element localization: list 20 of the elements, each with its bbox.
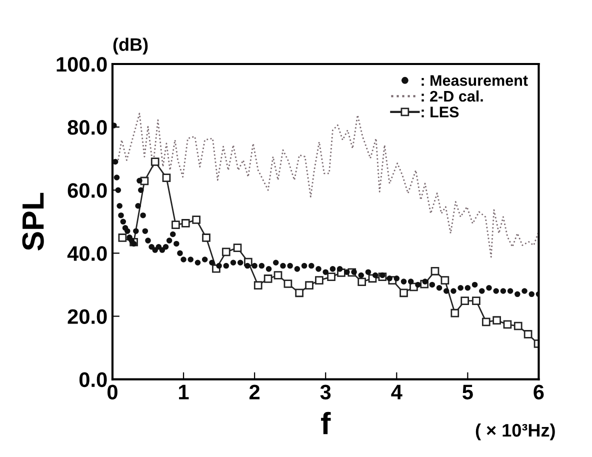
y-tick-label: 0.0: [79, 372, 107, 388]
x-axis-title: f: [321, 412, 331, 434]
legend-label: : LES: [422, 106, 459, 118]
y-tick-label: 80.0: [68, 120, 107, 135]
x-tick-label: 0: [108, 384, 118, 400]
y-tick-label: 60.0: [68, 183, 107, 198]
x-tick-label: 3: [320, 384, 331, 400]
y-tick-label: 20.0: [68, 309, 107, 324]
y-tick-label: 40.0: [67, 246, 107, 261]
text: ( × 10³Hz): [476, 423, 555, 440]
y-tick-label: 100.0: [56, 56, 107, 72]
legend-label: : 2-D cal.: [422, 90, 483, 102]
x-tick-label: 4: [391, 384, 402, 400]
x-tick-label: 2: [249, 384, 260, 400]
x-tick-label: 1: [179, 384, 189, 400]
x-tick-label: 6: [534, 384, 544, 400]
text: (dB): [113, 38, 148, 55]
y-axis-title: SPL: [22, 192, 44, 250]
x-tick-label: 5: [462, 384, 473, 400]
legend-label: : Measurement: [422, 75, 528, 86]
